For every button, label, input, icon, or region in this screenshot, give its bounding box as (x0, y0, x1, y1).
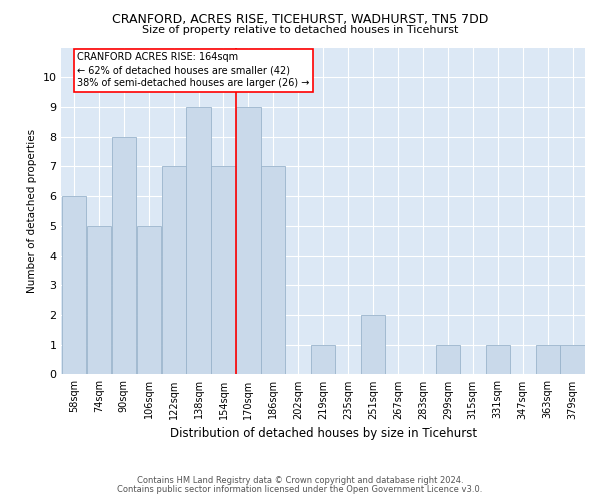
Bar (236, 107, 260, 374)
Bar (311, 344, 335, 374)
Bar (112, 136, 136, 374)
Text: Contains HM Land Registry data © Crown copyright and database right 2024.: Contains HM Land Registry data © Crown c… (137, 476, 463, 485)
Text: CRANFORD, ACRES RISE, TICEHURST, WADHURST, TN5 7DD: CRANFORD, ACRES RISE, TICEHURST, WADHURS… (112, 12, 488, 26)
Bar (137, 226, 161, 374)
Bar (485, 344, 510, 374)
Text: Contains public sector information licensed under the Open Government Licence v3: Contains public sector information licen… (118, 484, 482, 494)
Text: Size of property relative to detached houses in Ticehurst: Size of property relative to detached ho… (142, 25, 458, 35)
Bar (62, 196, 86, 374)
Bar (536, 344, 560, 374)
Bar (187, 107, 211, 374)
X-axis label: Distribution of detached houses by size in Ticehurst: Distribution of detached houses by size … (170, 427, 477, 440)
Bar (361, 315, 385, 374)
Bar (436, 344, 460, 374)
Bar (87, 226, 111, 374)
Bar (161, 166, 186, 374)
Bar (560, 344, 584, 374)
Bar (261, 166, 286, 374)
Bar (211, 166, 236, 374)
Text: CRANFORD ACRES RISE: 164sqm
← 62% of detached houses are smaller (42)
38% of sem: CRANFORD ACRES RISE: 164sqm ← 62% of det… (77, 52, 310, 88)
Y-axis label: Number of detached properties: Number of detached properties (27, 129, 37, 293)
